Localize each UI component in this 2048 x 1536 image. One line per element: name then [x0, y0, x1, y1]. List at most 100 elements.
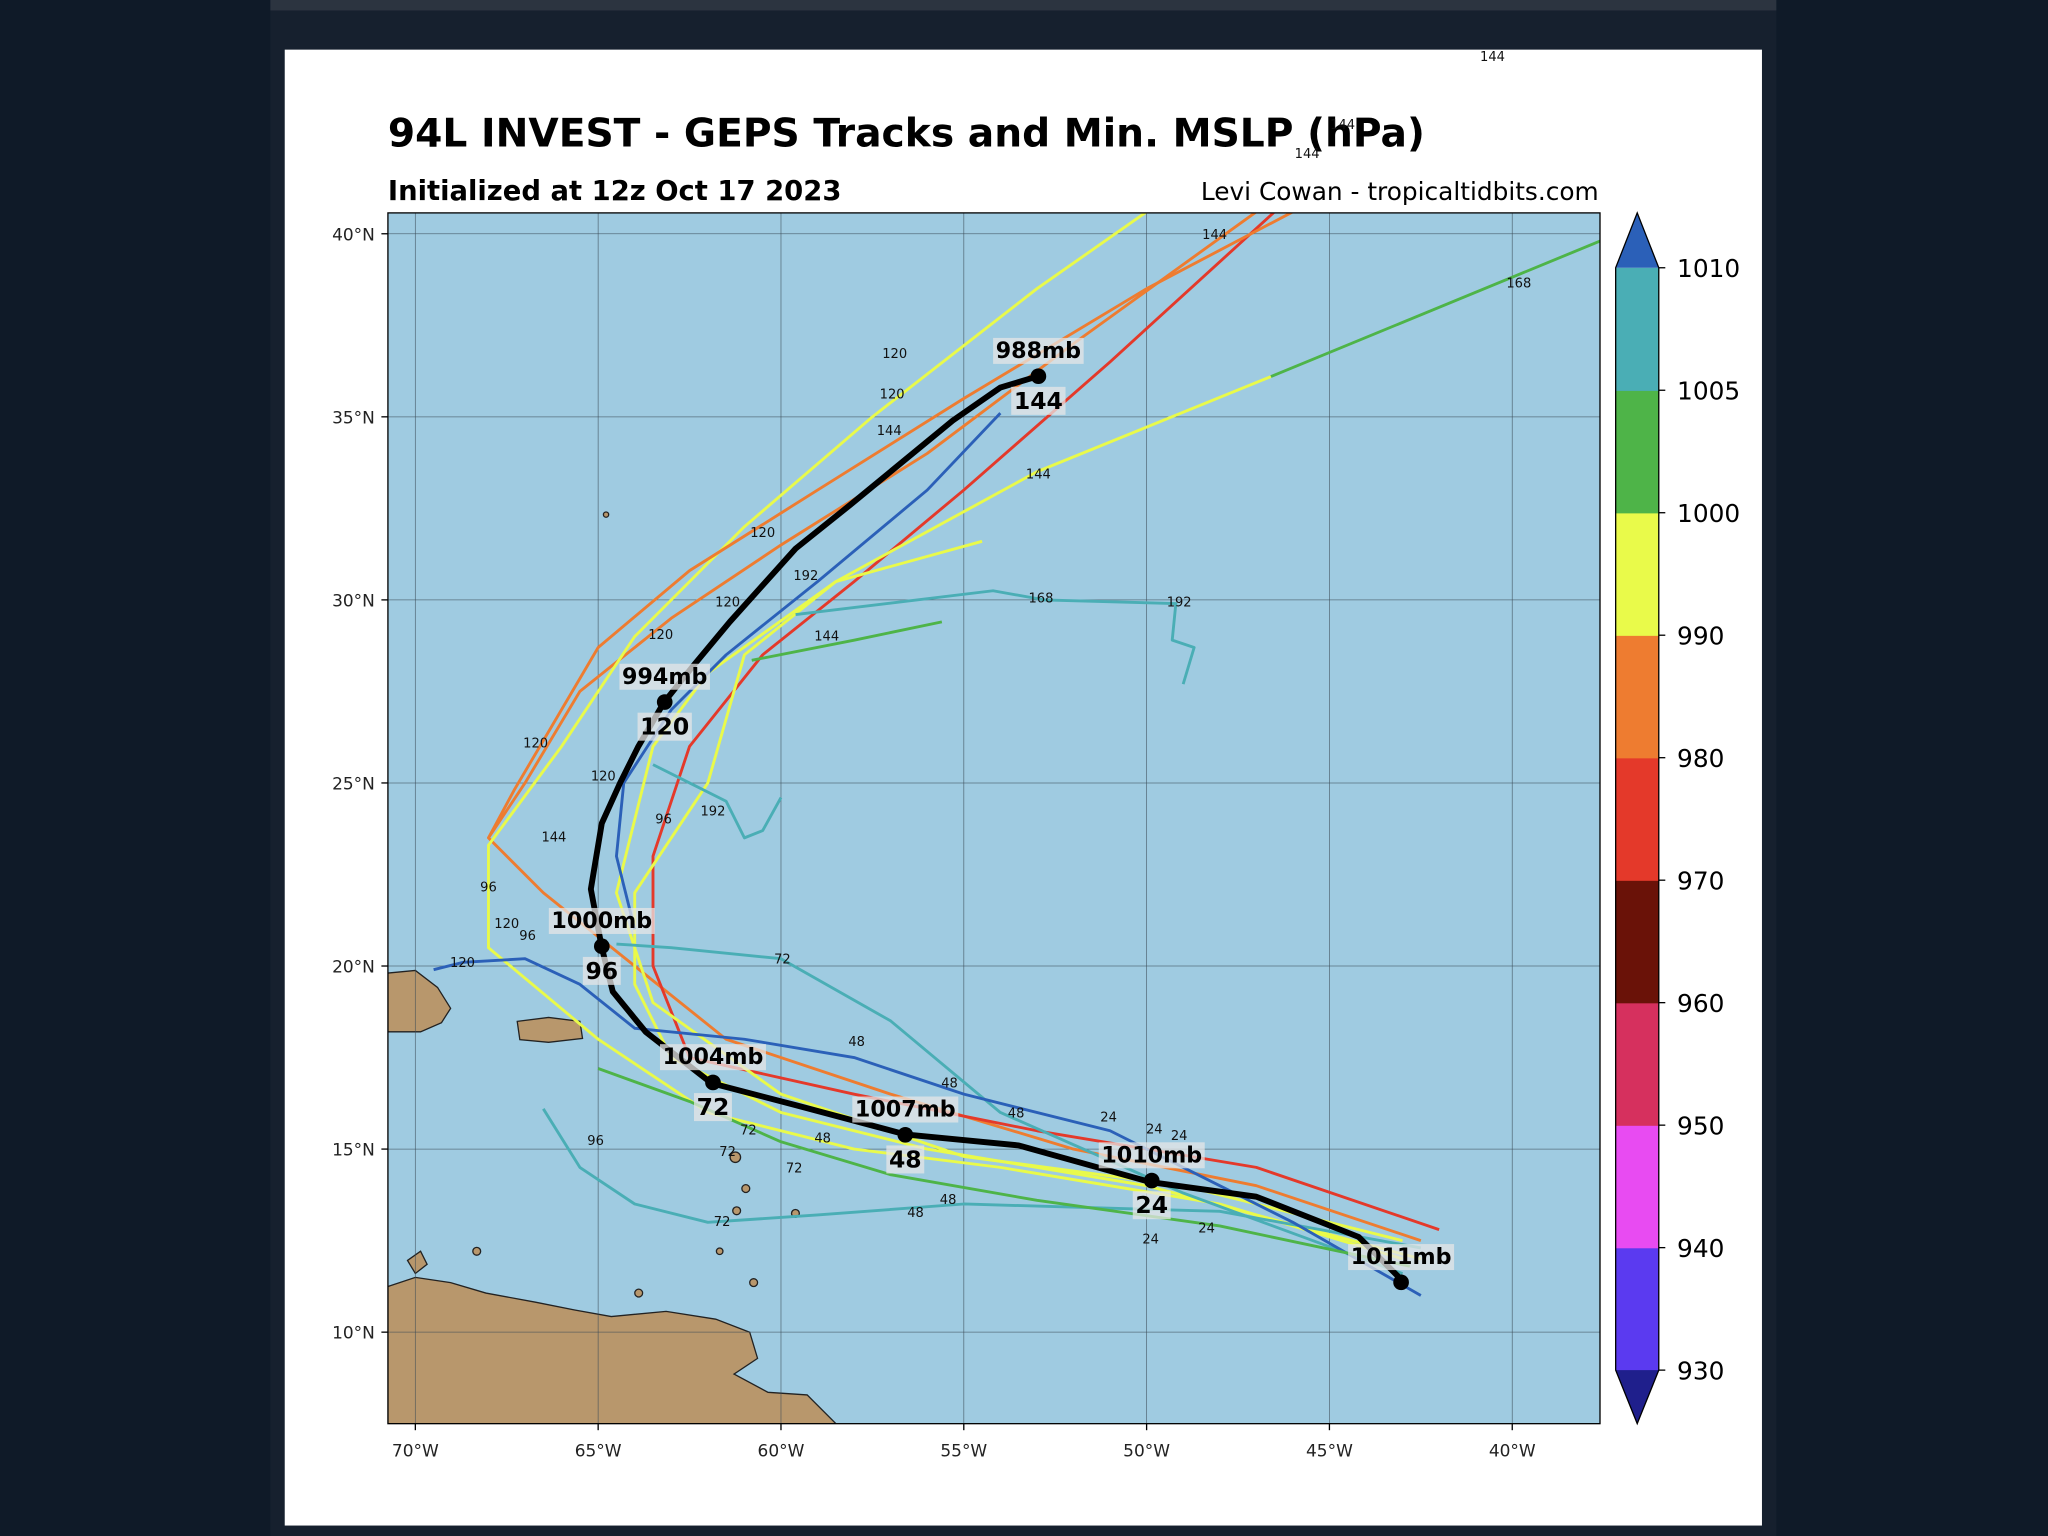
member-hour-label: 120 — [450, 956, 475, 971]
y-tick-label: 35°N — [332, 408, 375, 428]
member-hour-label: 24 — [1198, 1222, 1215, 1237]
mean-track-point — [1030, 368, 1047, 385]
hour-label: 144 — [1014, 387, 1063, 415]
colorbar-segment — [1615, 267, 1659, 391]
member-hour-label: 48 — [941, 1077, 958, 1092]
colorbar-label: 960 — [1677, 989, 1724, 1018]
tracks — [433, 212, 1600, 1297]
member-hour-label: 72 — [719, 1145, 736, 1160]
member-hour-label: 120 — [882, 347, 907, 362]
mean-track-point — [1393, 1274, 1409, 1291]
member-hour-label: 24 — [1146, 1122, 1163, 1137]
colorbar-segment — [1615, 1125, 1659, 1249]
colorbar-label: 1010 — [1677, 254, 1740, 283]
colorbar-segment — [1615, 1247, 1659, 1371]
hour-label: 96 — [585, 957, 618, 985]
map-frame — [387, 212, 1601, 1425]
x-tick-label: 60°W — [758, 1441, 805, 1461]
hour-label-bg — [637, 712, 692, 741]
colorbar-over — [1615, 212, 1659, 268]
title: 94L INVEST - GEPS Tracks and Min. MSLP (… — [388, 111, 1425, 156]
hour-label-bg — [694, 1093, 732, 1122]
member-hour-label: 120 — [880, 388, 905, 403]
x-tick-label: 50°W — [1123, 1441, 1170, 1461]
member-hour-label: 96 — [587, 1134, 604, 1149]
member-hour-label: 120 — [648, 628, 673, 643]
member-hour-label: 48 — [1008, 1107, 1025, 1122]
member-hour-label: 120 — [750, 526, 775, 541]
member-hour-label: 192 — [793, 569, 818, 584]
colorbar-label: 940 — [1677, 1234, 1724, 1263]
mean-track-point — [1143, 1172, 1160, 1189]
member-track — [487, 212, 1403, 1261]
member-track — [1270, 239, 1600, 378]
pressure-label-bg — [1098, 1142, 1205, 1169]
colorbar: 930 940 950 960 970 980 990 1000 1005 1010 — [1615, 211, 1740, 1426]
x-tick-label: 65°W — [575, 1441, 622, 1461]
member-hour-label: 120 — [715, 596, 740, 611]
hour-label-bg — [1011, 386, 1066, 415]
member-hour-label: 72 — [740, 1124, 757, 1139]
member-hour-label: 192 — [1167, 596, 1192, 611]
hour-label: 24 — [1135, 1191, 1168, 1219]
member-hour-label: 48 — [907, 1206, 924, 1221]
hour-label: 120 — [640, 713, 689, 741]
pressure-label: 988mb — [996, 338, 1081, 364]
member-track — [616, 942, 1404, 1275]
member-hour-label: 48 — [814, 1132, 831, 1147]
member-hour-label: 144 — [1480, 50, 1505, 65]
pressure-label: 1011mb — [1351, 1244, 1452, 1270]
island — [732, 1206, 742, 1216]
colorbar-segment — [1615, 390, 1659, 514]
island — [472, 1246, 482, 1256]
member-hour-label: 72 — [774, 953, 791, 968]
member-track — [487, 212, 1294, 839]
member-hour-label: 144 — [877, 424, 902, 439]
member-hour-label: 72 — [714, 1215, 731, 1230]
colorbar-label: 990 — [1677, 621, 1724, 650]
island — [634, 1288, 644, 1298]
y-tick-label: 15°N — [332, 1141, 375, 1161]
mean-track-point — [705, 1074, 721, 1091]
pressure-label: 1007mb — [855, 1097, 956, 1123]
colorbar-label: 1000 — [1677, 499, 1740, 528]
member-hour-label: 144 — [1202, 228, 1227, 243]
subtitle: Initialized at 12z Oct 17 2023 — [388, 176, 842, 207]
ocean — [387, 212, 1601, 1424]
member-hour-label: 120 — [523, 737, 548, 752]
member-hour-label: 192 — [701, 805, 726, 820]
colorbar-label: 930 — [1677, 1356, 1724, 1385]
y-tick-label: 40°N — [332, 225, 375, 245]
colorbar-segment — [1615, 880, 1659, 1004]
x-tick-label: 45°W — [1306, 1441, 1353, 1461]
member-hour-label: 144 — [1295, 147, 1320, 162]
mean-track-point — [897, 1126, 914, 1143]
south-america — [387, 1276, 837, 1424]
y-tick-label: 30°N — [332, 591, 375, 611]
member-hour-label: 168 — [1506, 276, 1531, 291]
member-hour-label: 48 — [848, 1035, 865, 1050]
mean-track-point — [656, 694, 673, 710]
member-hour-label: 96 — [480, 880, 497, 895]
pressure-label: 1004mb — [663, 1044, 764, 1070]
colorbar-segment — [1615, 757, 1659, 881]
y-tick-label: 10°N — [332, 1324, 375, 1344]
hour-label-bg — [886, 1145, 925, 1174]
member-hour-label: 120 — [591, 769, 616, 784]
viewer-topbar — [270, 0, 1777, 11]
land — [387, 511, 837, 1424]
member-track — [795, 589, 1196, 685]
island — [741, 1183, 751, 1194]
island — [749, 1278, 759, 1288]
hour-label-bg — [582, 956, 621, 985]
y-tick-label: 20°N — [332, 958, 375, 978]
colorbar-label: 1005 — [1677, 376, 1740, 405]
trinidad — [406, 1250, 428, 1275]
hour-label: 72 — [697, 1093, 730, 1121]
pressure-label-bg — [852, 1096, 959, 1123]
pressure-label-bg — [548, 907, 655, 934]
member-track — [597, 1067, 1411, 1268]
hour-label: 48 — [889, 1145, 922, 1173]
